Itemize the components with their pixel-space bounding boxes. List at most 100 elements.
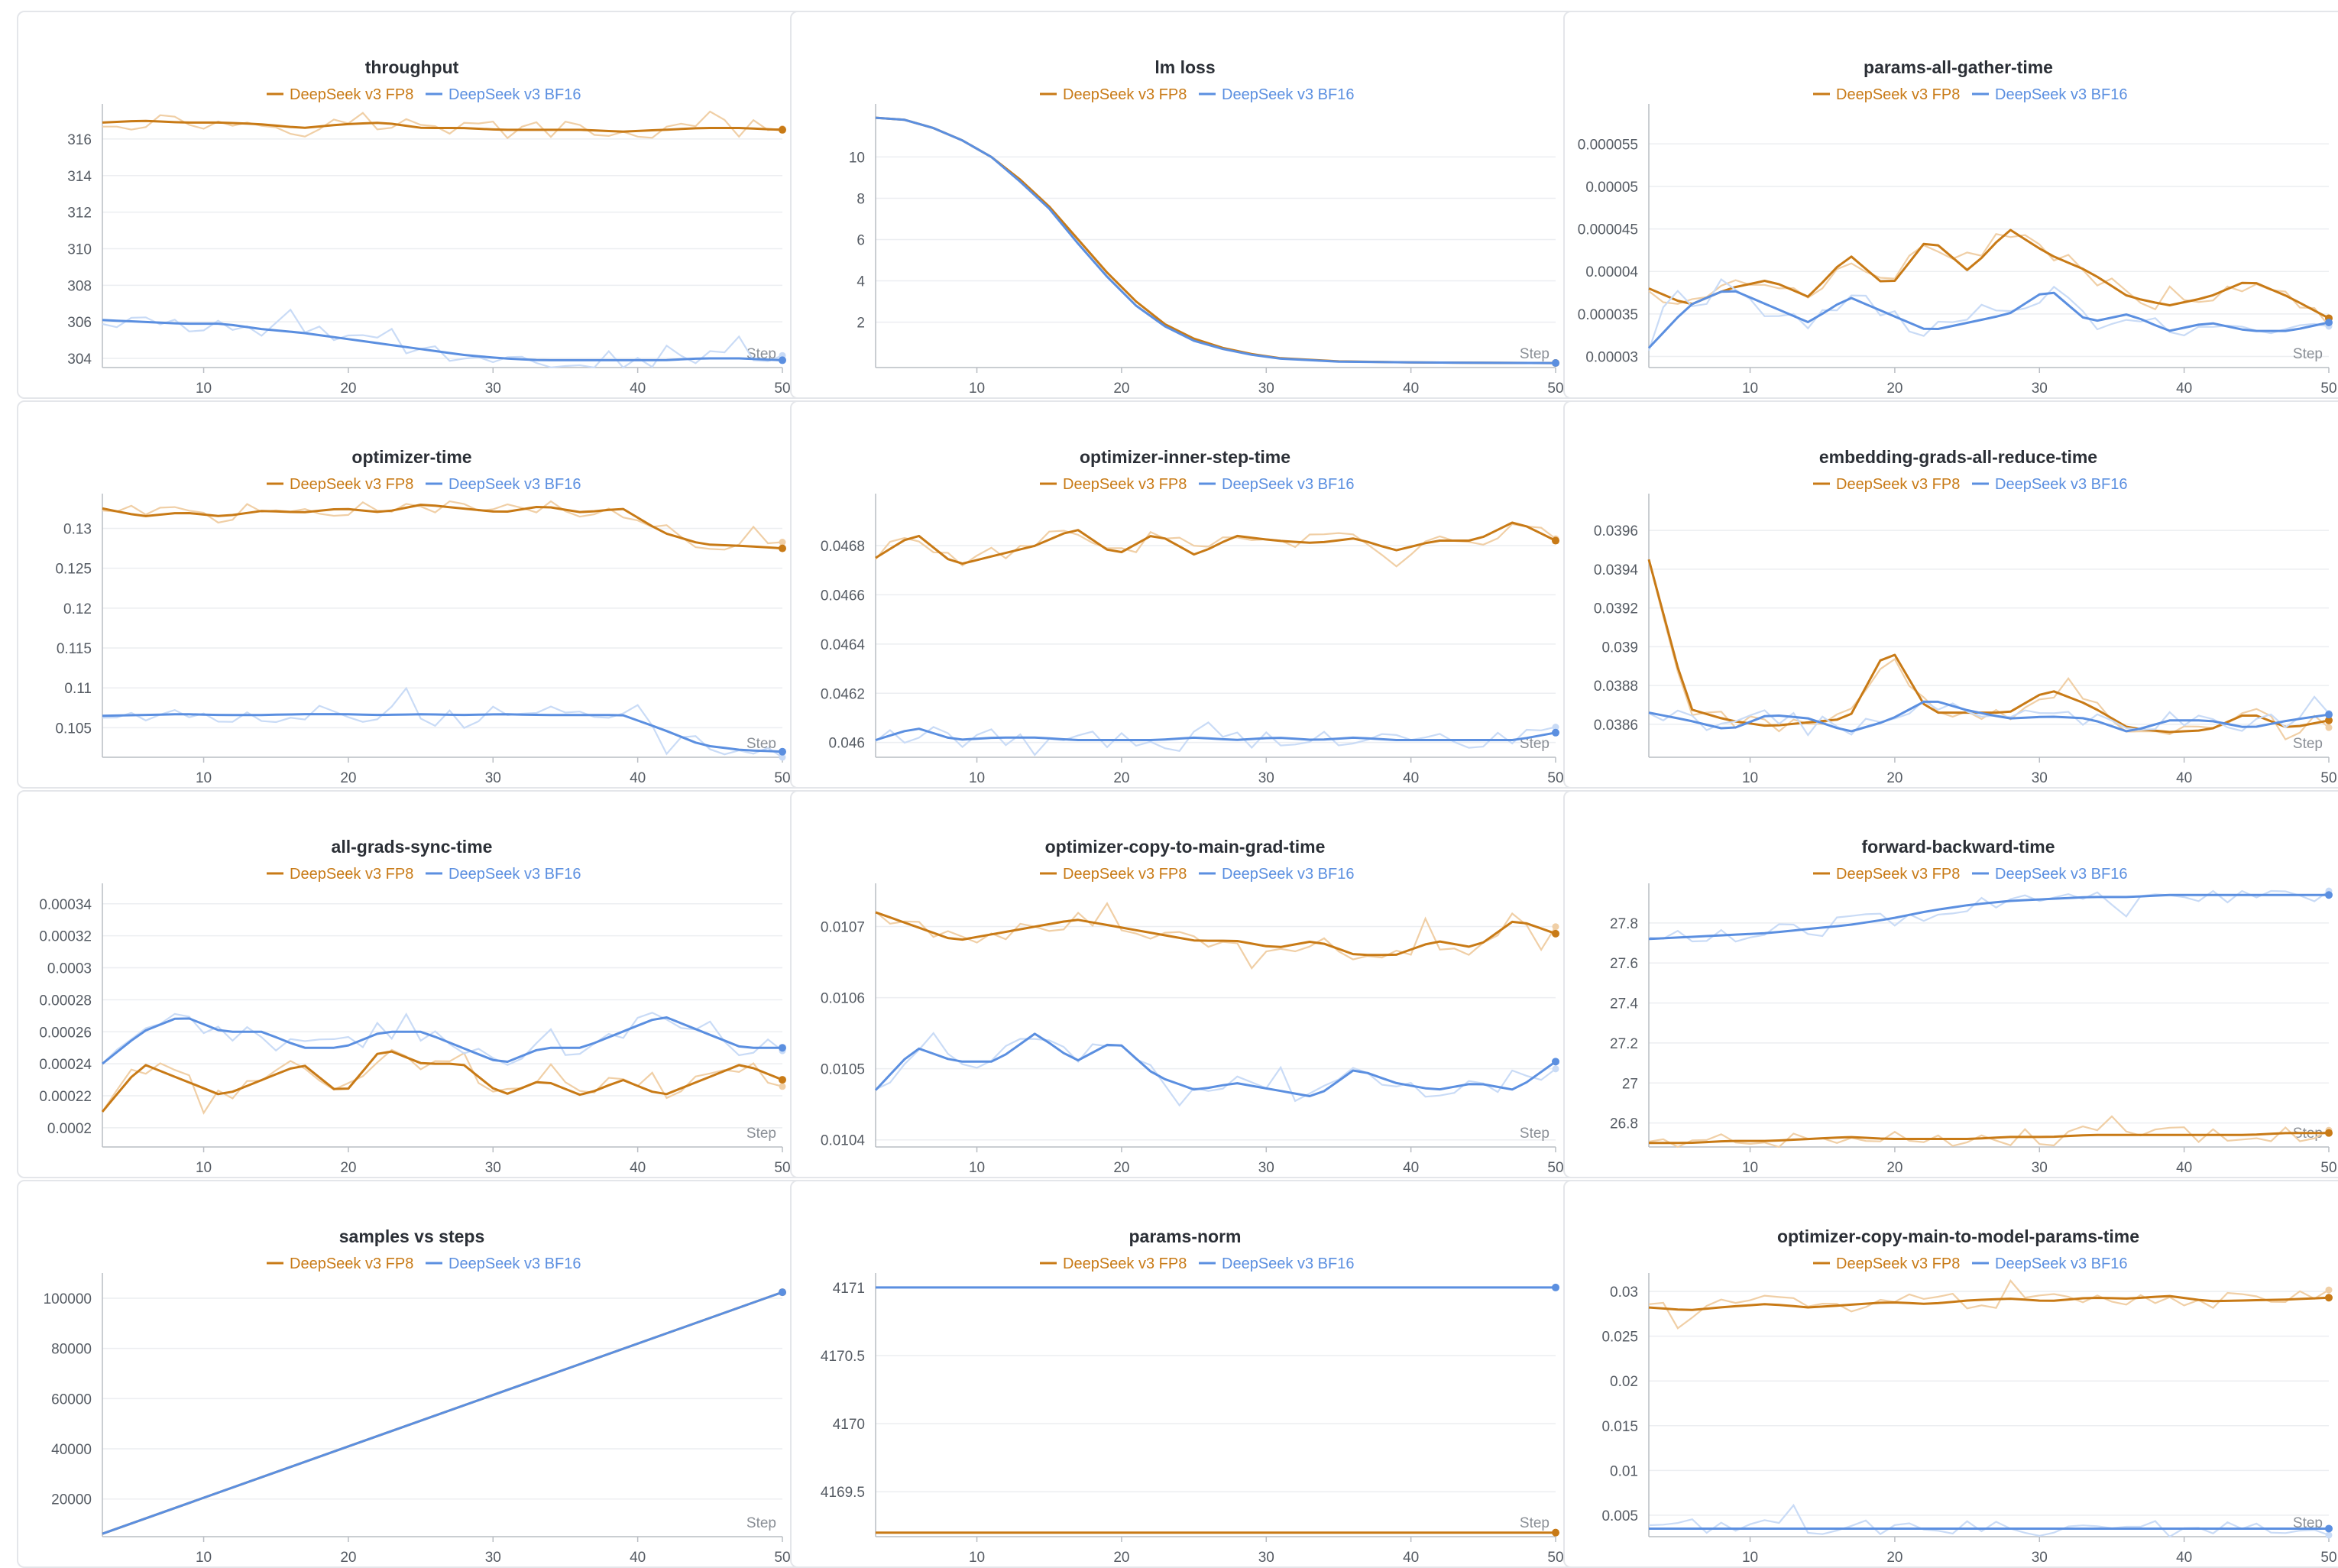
x-tick-label: 40: [630, 1550, 646, 1566]
legend-label-fp8: DeepSeek v3 FP8: [1063, 866, 1187, 883]
chart-panel-samples-vs-steps[interactable]: samples vs steps DeepSeek v3 FP8 DeepSeek …: [17, 1180, 804, 1568]
x-tick-label: 20: [340, 381, 356, 397]
chart-panel-forward-backward-time[interactable]: forward-backward-time DeepSeek v3 FP8 Deep…: [1563, 790, 2338, 1178]
x-tick-label: 20: [340, 1550, 356, 1566]
series-end-point-fp8[interactable]: [779, 544, 786, 552]
chart-panel-embedding-grads-all-reduce-time[interactable]: embedding-grads-all-reduce-time DeepSeek …: [1563, 400, 2338, 789]
y-tick-label: 27.2: [1610, 1036, 1638, 1052]
chart-panel-lm-loss[interactable]: lm loss DeepSeek v3 FP8 DeepSeek v3 BF16 2 4…: [790, 11, 1577, 399]
series-line-fp8: [102, 504, 783, 550]
x-tick-label: 20: [1113, 1160, 1129, 1176]
series-end-point-fp8[interactable]: [1552, 929, 1559, 938]
legend-label-bf16: DeepSeek v3 BF16: [448, 866, 581, 883]
y-tick-label: 0.00005: [1585, 180, 1638, 196]
series-end-point-bf16[interactable]: [2325, 711, 2333, 719]
chart-panel-params-all-gather-time[interactable]: params-all-gather-time DeepSeek v3 FP8 Dee…: [1563, 11, 2338, 399]
series-end-point-bf16[interactable]: [779, 1288, 786, 1297]
y-tick-label: 0.00024: [39, 1057, 92, 1073]
series-raw-fp8: [875, 523, 1556, 568]
chart-panel-throughput[interactable]: throughput DeepSeek v3 FP8 DeepSeek v3 BF1…: [17, 11, 804, 399]
chart-panel-all-grads-sync-time[interactable]: all-grads-sync-time DeepSeek v3 FP8 DeepSe…: [17, 790, 804, 1178]
legend-label-bf16: DeepSeek v3 BF16: [1995, 476, 2127, 493]
x-tick-label: 10: [969, 770, 985, 786]
series-end-point-bf16[interactable]: [779, 356, 786, 364]
x-axis-label: Step: [2293, 346, 2323, 362]
y-tick-label: 0.0002: [47, 1121, 92, 1137]
chart-panel-optimizer-inner-step-time[interactable]: optimizer-inner-step-time DeepSeek v3 FP8…: [790, 400, 1577, 789]
x-tick-label: 50: [2320, 381, 2336, 397]
x-tick-label: 30: [2032, 1550, 2048, 1566]
y-tick-label: 0.0468: [821, 539, 865, 555]
x-axis-label: Step: [1520, 736, 1549, 752]
series-end-point-fp8[interactable]: [779, 1076, 786, 1084]
y-tick-label: 0.0462: [821, 686, 865, 702]
series-end-point-fp8[interactable]: [779, 125, 786, 134]
legend-label-bf16: DeepSeek v3 BF16: [1222, 86, 1354, 103]
series-end-point-fp8[interactable]: [2325, 1294, 2333, 1302]
series-end-point-bf16[interactable]: [779, 747, 786, 756]
y-tick-label: 0.00004: [1585, 264, 1638, 280]
series-raw-bf16: [875, 721, 1556, 756]
series-end-point-bf16[interactable]: [2325, 1524, 2333, 1533]
series-line-bf16: [102, 1291, 783, 1535]
series-end-point-fp8[interactable]: [2325, 716, 2333, 724]
y-tick-label: 27.8: [1610, 916, 1638, 932]
series-line-fp8: [1649, 1132, 2329, 1145]
legend-label-bf16: DeepSeek v3 BF16: [1995, 1255, 2127, 1272]
y-tick-label: 80000: [51, 1342, 92, 1358]
series-end-point-bf16[interactable]: [1552, 728, 1559, 737]
series-end-point-bf16[interactable]: [779, 1044, 786, 1052]
legend-label-bf16: DeepSeek v3 BF16: [448, 1255, 581, 1272]
y-tick-label: 0.000045: [1578, 222, 1638, 238]
x-tick-label: 30: [2032, 1160, 2048, 1176]
x-tick-label: 20: [1113, 770, 1129, 786]
chart-svg: embedding-grads-all-reduce-time DeepSeek …: [1594, 447, 2337, 786]
series-raw-end-point-fp8: [779, 539, 786, 546]
series-line-bf16: [102, 1016, 782, 1065]
series-end-point-fp8[interactable]: [1552, 1528, 1559, 1537]
chart-svg: optimizer-copy-main-to-model-params-time…: [1601, 1226, 2336, 1566]
y-tick-label: 0.000055: [1578, 137, 1638, 153]
series-end-point-fp8[interactable]: [1552, 536, 1559, 545]
x-tick-label: 50: [774, 1160, 790, 1176]
y-tick-label: 0.01: [1610, 1463, 1638, 1479]
series-end-point-bf16[interactable]: [1552, 1283, 1559, 1291]
x-axis-label: Step: [2293, 736, 2323, 752]
y-tick-label: 0.00034: [39, 897, 92, 913]
chart-panel-optimizer-copy-to-main-grad-time[interactable]: optimizer-copy-to-main-grad-time DeepSeek…: [790, 790, 1577, 1178]
y-tick-label: 0.0106: [821, 991, 865, 1007]
chart-svg: forward-backward-time DeepSeek v3 FP8 Deep…: [1610, 837, 2337, 1176]
legend-label-fp8: DeepSeek v3 FP8: [1836, 476, 1960, 493]
chart-panel-optimizer-time[interactable]: optimizer-time DeepSeek v3 FP8 DeepSeek v3…: [17, 400, 804, 789]
x-tick-label: 50: [1547, 770, 1563, 786]
chart-panel-params-norm[interactable]: params-norm DeepSeek v3 FP8 DeepSeek v3 BF…: [790, 1180, 1577, 1568]
series-end-point-bf16[interactable]: [1552, 359, 1559, 368]
y-tick-label: 8: [857, 191, 865, 207]
series-line-fp8: [1647, 559, 2330, 734]
series-line-bf16: [1647, 290, 2330, 349]
x-tick-label: 40: [2176, 770, 2192, 786]
series-raw-end-point-fp8: [2325, 724, 2333, 731]
y-tick-label: 0.015: [1601, 1419, 1638, 1435]
series-end-point-fp8[interactable]: [2325, 1129, 2333, 1137]
x-axis-label: Step: [746, 1515, 776, 1531]
legend-label-fp8: DeepSeek v3 FP8: [1836, 1255, 1960, 1272]
series-raw-bf16: [1647, 277, 2330, 352]
series-end-point-bf16[interactable]: [1552, 1058, 1559, 1066]
chart-title: optimizer-inner-step-time: [1080, 447, 1290, 467]
legend-label-bf16: DeepSeek v3 BF16: [448, 86, 581, 103]
chart-panel-optimizer-copy-main-to-model-params-time[interactable]: optimizer-copy-main-to-model-params-time…: [1563, 1180, 2338, 1568]
series-end-point-bf16[interactable]: [2325, 891, 2333, 899]
legend-label-bf16: DeepSeek v3 BF16: [448, 476, 581, 493]
x-tick-label: 40: [2176, 381, 2192, 397]
x-axis-label: Step: [1520, 346, 1549, 362]
x-tick-label: 50: [774, 770, 790, 786]
y-tick-label: 60000: [51, 1391, 92, 1408]
chart-svg: throughput DeepSeek v3 FP8 DeepSeek v3 BF1…: [67, 57, 790, 397]
series-raw-fp8: [102, 1048, 783, 1115]
y-tick-label: 4170.5: [821, 1349, 865, 1365]
y-tick-label: 0.046: [828, 736, 865, 752]
series-end-point-bf16[interactable]: [2325, 319, 2333, 327]
series-raw-end-point-bf16: [2325, 1531, 2333, 1539]
chart-svg: optimizer-time DeepSeek v3 FP8 DeepSeek v3…: [55, 447, 790, 786]
